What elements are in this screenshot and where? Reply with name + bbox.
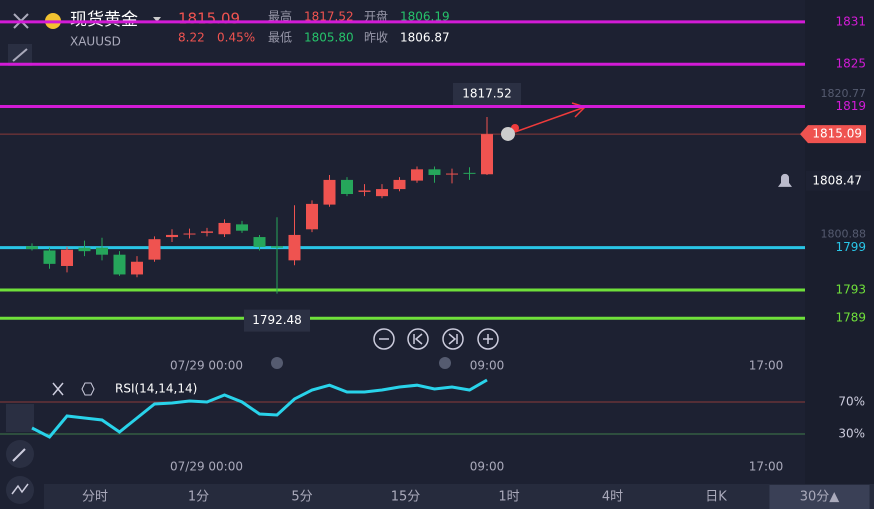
y-tick-label: 1820.77 bbox=[821, 87, 867, 100]
level-label: 1789 bbox=[835, 311, 866, 325]
level-label: 1825 bbox=[835, 57, 866, 71]
time-label: 17:00 bbox=[749, 359, 784, 373]
price-column bbox=[805, 0, 874, 484]
value: 1806.87 bbox=[400, 31, 450, 45]
candle-body bbox=[376, 189, 388, 197]
level-label: 1819 bbox=[835, 99, 866, 113]
candle-body bbox=[428, 169, 441, 175]
candle-body bbox=[78, 247, 91, 252]
scroll-dot bbox=[271, 357, 283, 369]
candle-body bbox=[201, 231, 213, 233]
time-label: 07/29 00:00 bbox=[170, 460, 243, 474]
candle-body bbox=[323, 179, 336, 205]
candle-body bbox=[253, 237, 266, 247]
time-label: 17:00 bbox=[749, 460, 784, 474]
label: 开盘 bbox=[364, 9, 388, 24]
marker-tag bbox=[806, 170, 870, 191]
bell-icon[interactable] bbox=[778, 173, 792, 187]
candle-body bbox=[236, 224, 248, 231]
tab[interactable]: 5分 bbox=[291, 490, 312, 505]
candle-body bbox=[61, 249, 73, 266]
candle-body bbox=[43, 250, 56, 264]
candle-body bbox=[183, 233, 196, 235]
tab-selected[interactable] bbox=[769, 485, 870, 509]
rsi-toolbar[interactable] bbox=[52, 382, 95, 396]
high-callout: 1817.52 bbox=[462, 86, 512, 100]
value: 1805.80 bbox=[304, 31, 354, 45]
tab[interactable]: 分时 bbox=[82, 490, 108, 505]
candle-body bbox=[481, 134, 493, 175]
dropdown[interactable] bbox=[153, 17, 161, 22]
candle-body bbox=[113, 254, 126, 275]
y-tick-label: 1800.88 bbox=[821, 227, 867, 240]
candle-body bbox=[411, 169, 423, 181]
change: 8.22 bbox=[178, 31, 205, 45]
tab[interactable]: 日K bbox=[705, 490, 727, 505]
candle-body bbox=[26, 246, 38, 250]
side-tools[interactable] bbox=[6, 404, 34, 504]
symbol: XAUUSD bbox=[70, 35, 121, 49]
scroll-dot bbox=[439, 357, 451, 369]
candle-body bbox=[271, 246, 283, 248]
level-label: 1793 bbox=[835, 282, 866, 296]
time-label: 09:00 bbox=[470, 359, 505, 373]
candle-body bbox=[393, 179, 406, 190]
info-dot[interactable] bbox=[501, 126, 515, 141]
collapse-button[interactable] bbox=[8, 44, 32, 66]
high-callout-bg bbox=[453, 82, 521, 105]
value: 1817.52 bbox=[304, 10, 354, 24]
label: 昨收 bbox=[364, 31, 388, 45]
candle-body bbox=[463, 172, 476, 174]
candle-body bbox=[341, 179, 353, 195]
zoom-controls[interactable] bbox=[373, 328, 499, 350]
candle-body bbox=[306, 203, 318, 230]
price-tag bbox=[800, 125, 866, 144]
name: 现货黄金 bbox=[70, 10, 138, 30]
level-label: 1831 bbox=[835, 14, 866, 28]
candle-body bbox=[131, 261, 143, 275]
rsi-level-label: 30% bbox=[838, 427, 865, 441]
low-callout: 1792.48 bbox=[252, 313, 302, 327]
tab[interactable]: 1分 bbox=[188, 490, 209, 505]
candle-body bbox=[148, 239, 161, 260]
price: 1815.09 bbox=[178, 10, 240, 28]
candle-body bbox=[166, 234, 178, 238]
tab-bar bbox=[44, 484, 874, 509]
change-pct: 0.45% bbox=[217, 31, 255, 45]
tab[interactable]: 4时 bbox=[602, 490, 623, 505]
rsi-line bbox=[31, 378, 488, 439]
value: 1806.19 bbox=[400, 10, 450, 24]
candle-body bbox=[446, 173, 458, 175]
candle-body bbox=[288, 234, 301, 261]
tab[interactable]: 1时 bbox=[498, 490, 519, 505]
rsi-level-label: 70% bbox=[838, 395, 865, 409]
label: 最低 bbox=[268, 31, 292, 45]
candle-body bbox=[96, 247, 108, 255]
label: 最高 bbox=[268, 9, 292, 24]
candle-body bbox=[358, 190, 371, 192]
time-label: 07/29 00:00 bbox=[170, 359, 243, 373]
time-label: 09:00 bbox=[470, 460, 505, 474]
level-label: 1799 bbox=[835, 240, 866, 254]
tab[interactable]: 30分▲ bbox=[800, 490, 840, 505]
low-callout-bg bbox=[244, 309, 310, 332]
tab[interactable]: 15分 bbox=[391, 490, 421, 505]
price-tag-label: 1815.09 bbox=[812, 127, 862, 141]
candle-body bbox=[218, 222, 231, 235]
marker-label: 1808.47 bbox=[812, 173, 862, 187]
rsi-label: RSI(14,14,14) bbox=[115, 382, 197, 396]
